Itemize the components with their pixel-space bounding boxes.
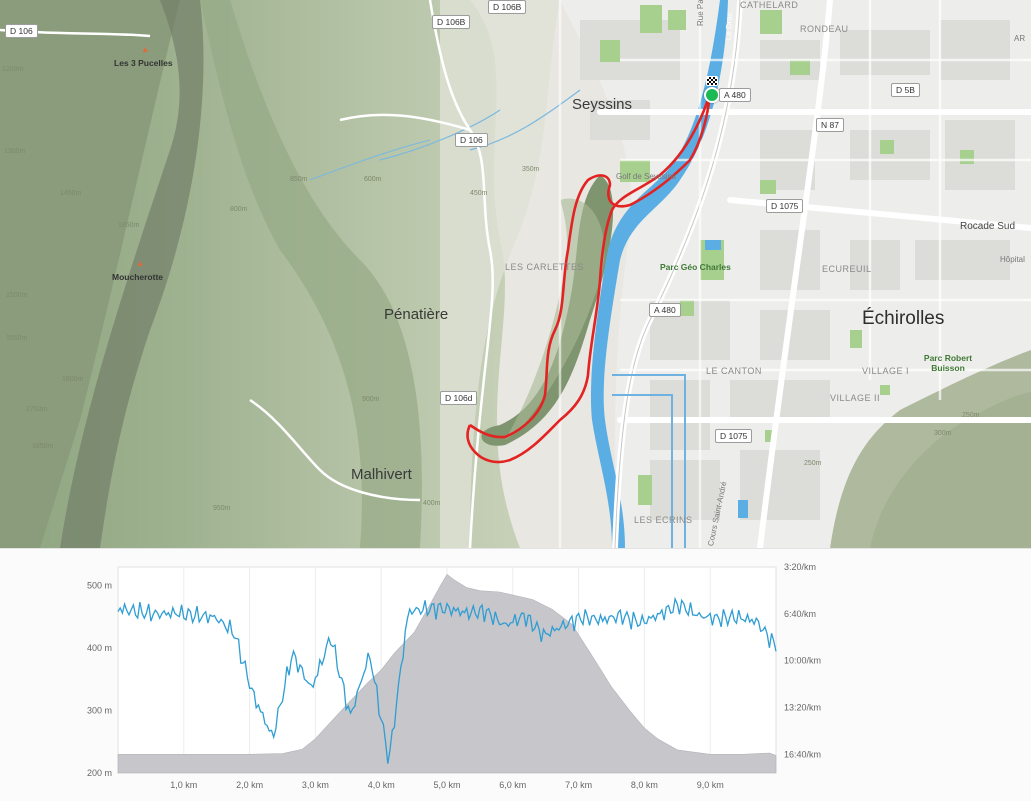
road-d1075-a: D 1075 — [766, 199, 804, 213]
contour-label: 1500m — [6, 292, 28, 299]
peak-moucherotte: Moucherotte — [112, 272, 163, 282]
contour-label: 1750m — [26, 406, 48, 413]
contour-label: 1300m — [4, 148, 26, 155]
peak-trois-pucelles: Les 3 Pucelles — [114, 58, 173, 68]
river-le-drac: Le Drac — [724, 12, 734, 41]
road-rocade-sud: Rocade Sud — [960, 221, 1016, 232]
contour-label: 1200m — [2, 66, 24, 73]
pace-line — [117, 596, 777, 764]
contour-label: 1550m — [6, 335, 28, 342]
finish-flag-icon[interactable] — [706, 76, 718, 86]
x-tick-label: 3,0 km — [302, 780, 329, 790]
road-d106-mid: D 106 — [455, 133, 488, 147]
x-tick-label: 2,0 km — [236, 780, 263, 790]
contour-label: 400m — [423, 500, 441, 507]
pace-tick-label: 16:40/km — [784, 749, 821, 759]
park-golf: Golf de Seyssins — [616, 172, 677, 181]
x-tick-label: 1,0 km — [170, 780, 197, 790]
contour-label: 1650m — [32, 443, 54, 450]
park-robert-buisson: Parc Robert Buisson — [923, 353, 973, 373]
contour-label: 300m — [934, 430, 952, 437]
route-map[interactable]: Seyssins Échirolles Pénatière Malhivert … — [0, 0, 1031, 548]
elevation-chart-canvas: 1,0 km 2,0 km 3,0 km 4,0 km 5,0 km 6,0 km 7,0 … — [87, 562, 821, 790]
pace-tick-label: 6:40/km — [784, 609, 816, 619]
contour-label: 450m — [470, 190, 488, 197]
contour-label: 1850m — [118, 222, 140, 229]
x-tick-label: 5,0 km — [433, 780, 460, 790]
peak-icon: ▲ — [141, 44, 150, 54]
elevation-profile-area — [117, 574, 777, 774]
elevation-pace-chart[interactable]: 1,0 km 2,0 km 3,0 km 4,0 km 5,0 km 6,0 km 7,0 … — [0, 548, 1031, 801]
contour-label: 1450m — [60, 190, 82, 197]
road-d1075-b: D 1075 — [715, 429, 753, 443]
x-tick-label: 4,0 km — [368, 780, 395, 790]
peak-icon-2: ▲ — [136, 258, 145, 268]
pace-tick-label: 13:20/km — [784, 702, 821, 712]
place-penatiere: Pénatière — [384, 306, 449, 323]
x-tick-label: 8,0 km — [631, 780, 658, 790]
activity-route — [466, 92, 712, 464]
pace-tick-label: 10:00/km — [784, 656, 821, 666]
district-rondeau: RONDEAU — [800, 24, 849, 34]
contour-label: 800m — [230, 206, 248, 213]
road-d106-left: D 106 — [5, 24, 38, 38]
contour-label: 250m — [804, 460, 822, 467]
place-echirolles: Échirolles — [862, 308, 945, 329]
district-les-ecrins: LES ECRINS — [634, 515, 693, 525]
elevation-tick-label: 400 m — [87, 643, 112, 653]
elevation-tick-label: 500 m — [87, 581, 112, 591]
street-rue-pasteur: Rue Pasteur — [696, 0, 705, 26]
park-geo-charles: Parc Géo Charles — [660, 262, 731, 272]
x-tick-label: 6,0 km — [499, 780, 526, 790]
road-d106b: D 106B — [432, 15, 471, 29]
place-malhivert: Malhivert — [351, 466, 412, 483]
place-hopital: Hôpital — [1000, 255, 1025, 264]
contour-label: 850m — [290, 176, 308, 183]
district-le-canton: LE CANTON — [706, 366, 762, 376]
place-seyssins: Seyssins — [572, 96, 633, 113]
place-ar: AR — [1014, 34, 1026, 43]
road-d106d: D 106d — [440, 391, 478, 405]
start-marker[interactable] — [704, 87, 720, 103]
contour-label: 900m — [362, 396, 380, 403]
road-n87: N 87 — [816, 118, 844, 132]
road-d5b: D 5B — [891, 83, 920, 97]
district-les-carlettes: LES CARLETTES — [505, 262, 585, 272]
district-ecureuil: ECUREUIL — [822, 264, 872, 274]
road-d106b-2: D 106B — [488, 0, 527, 14]
road-a480-mid: A 480 — [649, 303, 681, 317]
elevation-tick-label: 200 m — [87, 768, 112, 778]
pace-tick-label: 3:20/km — [784, 562, 816, 572]
contour-label: 600m — [364, 176, 382, 183]
road-a480-top: A 480 — [719, 88, 751, 102]
contour-label: 950m — [213, 505, 231, 512]
contour-label: 1800m — [62, 376, 84, 383]
district-cathelard: CATHELARD — [740, 0, 799, 10]
contour-label: 350m — [522, 166, 540, 173]
contour-label: 250m — [962, 412, 980, 419]
district-village: VILLAGE I — [862, 366, 910, 376]
x-tick-label: 7,0 km — [565, 780, 592, 790]
x-tick-label: 9,0 km — [697, 780, 724, 790]
district-village-2: VILLAGE II — [830, 393, 881, 403]
elevation-tick-label: 300 m — [87, 706, 112, 716]
map-canvas — [0, 0, 1031, 548]
